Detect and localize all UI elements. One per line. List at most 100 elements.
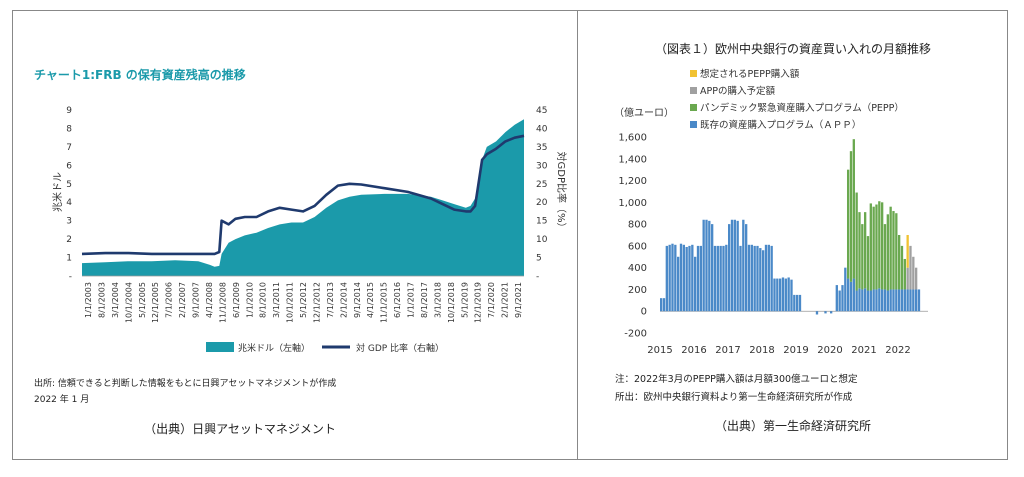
bar-app <box>872 289 875 312</box>
left-chart-ylabel-right: 対GDP比率（%） <box>555 152 568 233</box>
bar-app <box>841 285 844 312</box>
legend-label-area: 兆米ドル（左軸） <box>238 342 310 354</box>
left-plot-area <box>81 119 525 277</box>
left-xtick-label: 12/1/2012 <box>312 282 321 323</box>
bar-app <box>708 220 711 312</box>
bar-app <box>906 289 909 312</box>
bar-app <box>846 278 850 312</box>
legend-swatch-area <box>206 342 234 352</box>
left-xtick-label: 12/1/2019 <box>474 282 483 323</box>
bar-pepp <box>880 202 884 290</box>
left-xtick-label: 1/1/2017 <box>407 282 416 318</box>
bar-pepp <box>900 245 904 290</box>
series-area-trillion-usd <box>82 119 524 276</box>
left-ytick-label: 5 <box>66 180 72 190</box>
bar-app-plan <box>906 267 909 290</box>
bar-app <box>685 246 688 312</box>
bar-pepp <box>863 212 867 289</box>
bar-app <box>779 278 782 312</box>
legend-swatch-pepp <box>690 104 697 111</box>
bar-pepp-assumed <box>906 235 909 268</box>
left-ytick-label-right: 25 <box>536 180 547 190</box>
bar-app <box>903 289 906 312</box>
bar-pepp <box>889 206 892 290</box>
bar-app <box>917 289 921 312</box>
bar-app <box>677 256 680 312</box>
bar-app <box>694 256 697 312</box>
left-xtick-label: 9/1/2007 <box>192 282 201 318</box>
right-plot-area <box>660 139 928 315</box>
right-ytick-label: 800 <box>628 220 647 231</box>
bar-app <box>759 248 762 312</box>
left-ytick-label: 9 <box>66 106 72 116</box>
bar-app <box>883 289 887 312</box>
left-xtick-label: 2/1/2007 <box>178 282 187 318</box>
bar-app <box>764 244 768 312</box>
bar-pepp <box>846 169 850 279</box>
bar-app <box>716 245 719 312</box>
bar-app <box>756 245 759 312</box>
left-xtick-label: 3/1/2011 <box>272 282 281 318</box>
left-xtick-label: 4/1/2015 <box>366 282 375 318</box>
left-xtick-label: 12/1/2005 <box>151 282 160 323</box>
bar-app <box>787 277 790 312</box>
right-xtick-label: 2017 <box>715 345 740 356</box>
bar-app <box>742 219 745 312</box>
right-note2: 所出：欧州中央銀行資料より第一生命経済研究所が作成 <box>615 391 853 403</box>
left-ytick-label: 6 <box>66 161 72 171</box>
left-ytick-label-right: 20 <box>536 198 548 208</box>
left-xtick-label: 4/1/2008 <box>205 282 214 318</box>
left-source-line2: 2022 年 1 月 <box>34 393 89 405</box>
left-xtick-label: 11/1/2015 <box>380 282 389 323</box>
left-ytick-label: 7 <box>66 143 72 153</box>
right-xtick-label: 2021 <box>851 345 876 356</box>
bar-app <box>745 224 748 312</box>
bar-app <box>912 289 915 312</box>
bar-app <box>869 290 872 312</box>
left-xtick-label: 1/1/2010 <box>245 282 254 318</box>
bar-app <box>665 245 668 312</box>
left-ytick-label: 8 <box>66 124 72 134</box>
legend-label-line: 対 GDP 比率（右軸） <box>356 342 444 354</box>
left-xtick-label: 8/1/2003 <box>97 282 106 318</box>
bar-app <box>838 290 841 312</box>
bar-app <box>662 298 666 312</box>
bar-app <box>773 278 776 312</box>
left-xtick-label: 8/1/2017 <box>420 282 429 318</box>
bar-app <box>892 289 895 312</box>
bar-app <box>895 289 898 312</box>
bar-app <box>739 245 742 312</box>
left-chart-ylabel: 兆米ドル <box>51 172 64 212</box>
bar-app <box>790 279 793 312</box>
outer-frame <box>12 10 1008 460</box>
right-y-axis: -200 0 200 400 600 800 1,000 1,200 1,400 1,600 <box>618 133 647 340</box>
right-caption: （出典）第一生命経済研究所 <box>715 418 871 433</box>
left-ytick-label-right: 10 <box>536 235 548 245</box>
bar-pepp <box>883 224 887 290</box>
bar-app <box>776 278 779 312</box>
left-xtick-label: 3/1/2018 <box>433 282 442 318</box>
left-xtick-label: 5/1/2012 <box>299 282 308 318</box>
bar-app <box>674 244 677 312</box>
left-xtick-label: 6/1/2016 <box>393 282 402 318</box>
bar-app <box>795 294 799 312</box>
bar-app <box>844 267 847 312</box>
bar-app <box>753 245 756 312</box>
bar-app <box>730 219 734 312</box>
bar-app <box>849 281 853 312</box>
left-xtick-label: 7/1/2006 <box>165 282 174 318</box>
bar-app <box>914 289 918 312</box>
bar-app <box>909 289 912 312</box>
left-ytick-label: 2 <box>66 235 72 245</box>
bar-app <box>829 311 833 314</box>
right-x-axis: 2015 2016 2017 2018 2019 2020 2021 2022 <box>647 345 910 356</box>
left-xtick-label: 7/1/2013 <box>326 282 335 318</box>
left-ytick-label-right: 35 <box>536 143 547 153</box>
bar-app <box>728 224 731 312</box>
bar-app <box>897 289 901 312</box>
left-xtick-label: 1/1/2003 <box>84 282 93 318</box>
left-x-axis: 1/1/2003 8/1/2003 3/1/2004 10/1/2004 5/1/200… <box>84 282 523 323</box>
bar-app-plan <box>912 256 915 290</box>
bar-pepp <box>878 201 881 289</box>
